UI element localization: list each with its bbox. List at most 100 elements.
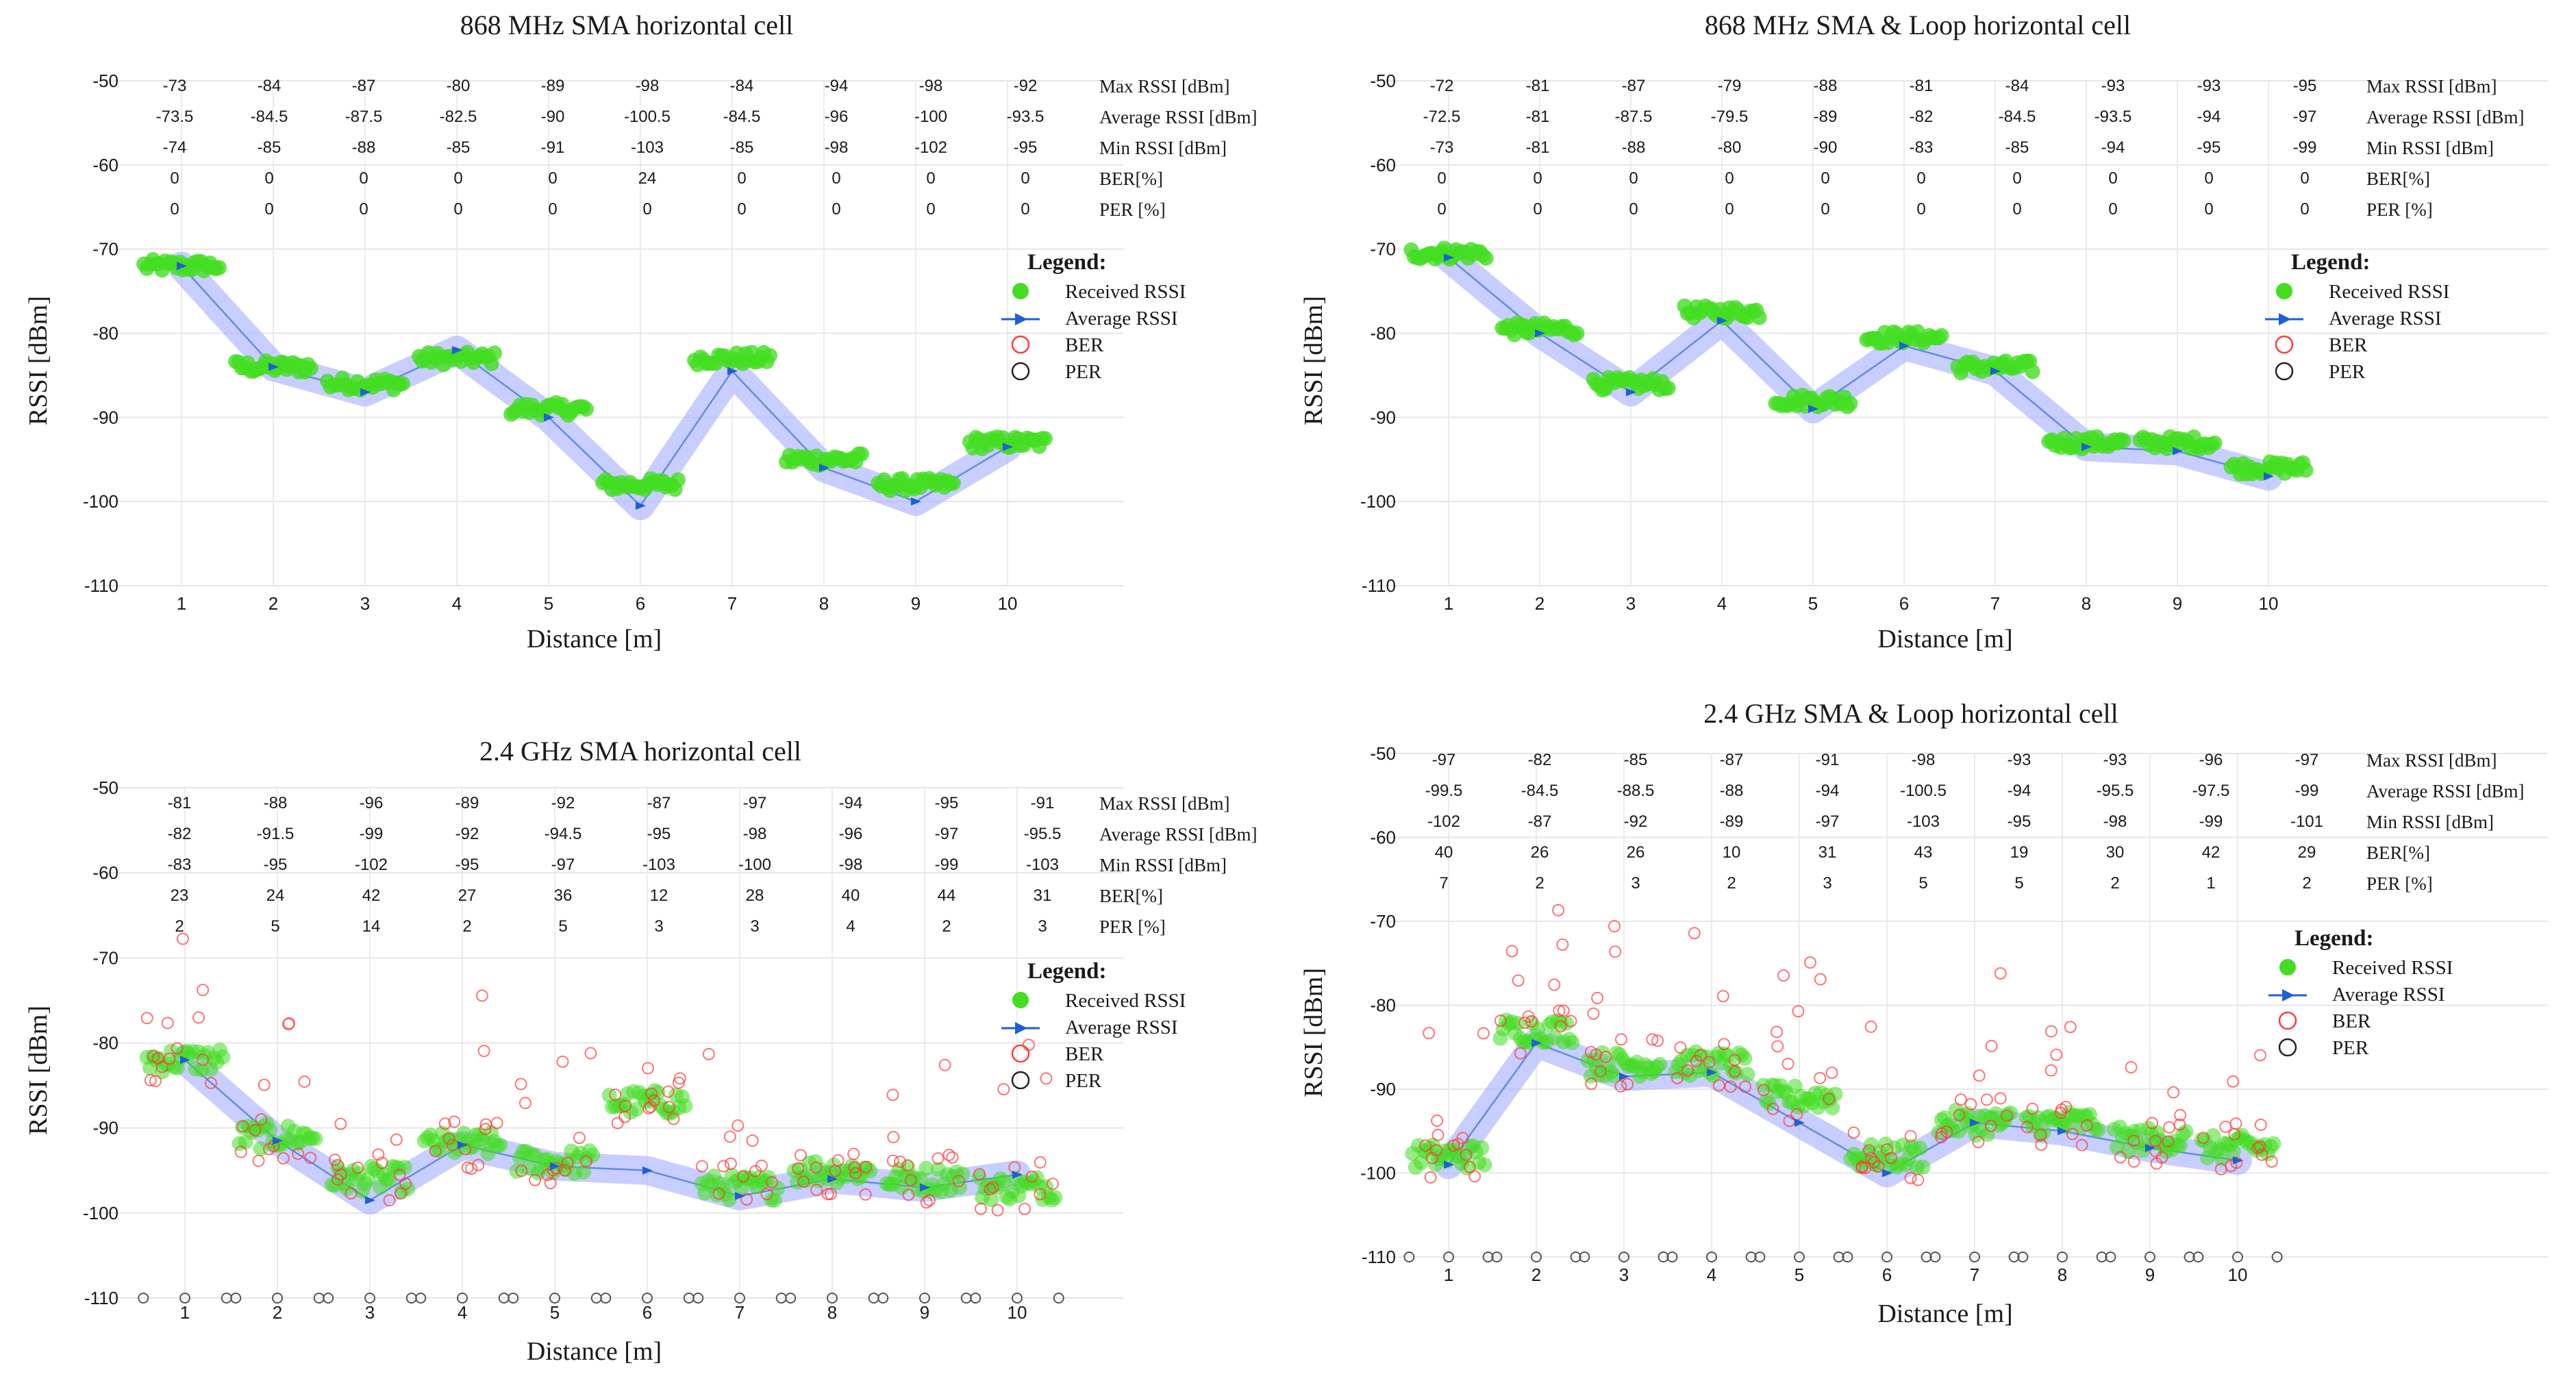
per-point: [1921, 1251, 1932, 1262]
table-cell-per: 0: [1916, 200, 1925, 219]
table-cell-avg: -99.5: [1425, 782, 1463, 800]
table-cell-max: -81: [168, 794, 192, 812]
ber-point: [642, 1101, 655, 1114]
table-cell-avg: -84.5: [1521, 782, 1559, 800]
ber-point: [1621, 1077, 1634, 1091]
per-point: [785, 1293, 797, 1304]
ber-point: [529, 1173, 542, 1186]
table-cell-avg: -99: [2295, 782, 2319, 800]
table-cell-max: -82: [1528, 751, 1552, 769]
table-cell-avg: -95.5: [2097, 782, 2134, 800]
table-cell-per: 0: [2108, 200, 2117, 219]
ber-point: [1018, 1202, 1031, 1215]
ber-point: [2021, 1121, 2034, 1134]
table-cell-ber: 0: [1916, 169, 1925, 188]
y-tick-label: -90: [1370, 407, 1396, 427]
received-rssi-point: [1951, 1123, 1966, 1139]
ber-point: [1584, 1045, 1597, 1058]
per-point: [1881, 1251, 1892, 1262]
ber-point: [1972, 1136, 1985, 1149]
ber-point: [2066, 1127, 2079, 1141]
x-tick-label: 4: [452, 593, 462, 614]
table-cell-min: -80: [1718, 138, 1742, 157]
table-cell-min: -91: [541, 138, 565, 157]
x-tick-label: 10: [2228, 1264, 2248, 1285]
table-cell-avg: -94: [2008, 782, 2031, 800]
legend-ber-label: BER: [1065, 334, 1104, 356]
received-rssi-point: [215, 1049, 231, 1065]
table-cell-avg: -93.5: [1007, 108, 1045, 126]
ber-point: [1885, 1151, 1898, 1164]
x-tick-label: 4: [458, 1302, 467, 1323]
average-rssi-marker: [1003, 443, 1013, 451]
y-tick-label: -110: [84, 1288, 118, 1308]
y-tick-label: -60: [92, 862, 118, 883]
x-axis-label: Distance [m]: [1877, 1299, 2012, 1328]
ber-point: [161, 1017, 174, 1030]
ber-point: [724, 1157, 737, 1170]
x-tick-label: 7: [1990, 593, 2000, 614]
ber-point: [375, 1156, 388, 1169]
legend-per-label: PER: [1065, 361, 1102, 383]
average-rssi-marker: [360, 388, 371, 397]
per-point: [1570, 1251, 1581, 1262]
ber-point: [2265, 1155, 2278, 1168]
x-tick-label: 2: [1535, 593, 1545, 614]
ber-point: [848, 1161, 861, 1174]
average-rssi-marker: [642, 1166, 653, 1175]
table-cell-min: -103: [1907, 812, 1940, 831]
ber-point: [1964, 1098, 1977, 1111]
ber-point: [1681, 1064, 1695, 1077]
table-cell-max: -72: [1430, 77, 1454, 95]
ber-point: [1548, 978, 1561, 991]
ber-point: [1864, 1020, 1877, 1033]
per-point: [2008, 1251, 2020, 1262]
ber-point: [2163, 1121, 2176, 1134]
table-cell-max: -97: [2295, 751, 2319, 769]
average-rssi-marker: [819, 464, 829, 473]
ber-point: [1646, 1033, 1659, 1046]
per-point: [415, 1293, 427, 1304]
table-cell-ber: 42: [2202, 843, 2221, 862]
table-cell-ber: 0: [548, 169, 557, 188]
x-tick-label: 1: [177, 593, 186, 614]
table-cell-max: -93: [2101, 77, 2125, 95]
y-tick-label: -100: [1360, 491, 1396, 512]
ber-point: [2167, 1086, 2180, 1099]
y-tick-label: -60: [1370, 827, 1396, 848]
table-cell-ber: 40: [842, 886, 860, 905]
ber-point: [393, 1169, 406, 1182]
table-row-label: BER[%]: [2366, 169, 2430, 189]
table-row-label: Max RSSI [dBm]: [2366, 750, 2497, 771]
table-cell-max: -94: [839, 794, 863, 812]
y-tick-label: -90: [1370, 1079, 1396, 1099]
ber-point: [475, 989, 488, 1002]
average-rssi-marker: [2145, 1143, 2155, 1152]
x-tick-label: 7: [727, 593, 737, 614]
average-rssi-marker: [2173, 447, 2183, 456]
table-cell-min: -88: [352, 138, 376, 157]
ber-point: [2080, 1119, 2093, 1132]
per-point: [2105, 1251, 2116, 1262]
chart-panel-3: 2.4 GHz SMA horizontal cell -50 -60 -70 -80 -…: [24, 736, 1257, 1366]
average-rssi-marker: [544, 413, 554, 422]
ber-point: [1674, 1041, 1687, 1054]
ber-point: [1431, 1128, 1445, 1141]
average-line: [181, 265, 1008, 508]
ber-point: [282, 1018, 295, 1031]
table-cell-ber: 0: [926, 169, 935, 188]
table-cell-per: 5: [1918, 874, 1927, 893]
x-tick-label: 10: [2259, 593, 2279, 614]
table-cell-avg: -73.5: [156, 108, 194, 126]
table-cell-ber: 0: [1725, 169, 1734, 188]
ber-point: [1935, 1127, 1948, 1141]
per-point: [549, 1293, 560, 1304]
ber-point: [298, 1075, 311, 1088]
x-axis-label: Distance [m]: [527, 1337, 662, 1366]
x-tick-label: 5: [1808, 593, 1818, 614]
ber-point: [438, 1117, 451, 1130]
x-tick-label: 3: [1619, 1264, 1629, 1285]
table-cell-per: 0: [1725, 200, 1734, 219]
received-rssi-point: [945, 475, 961, 491]
average-rssi-marker: [365, 1196, 375, 1205]
